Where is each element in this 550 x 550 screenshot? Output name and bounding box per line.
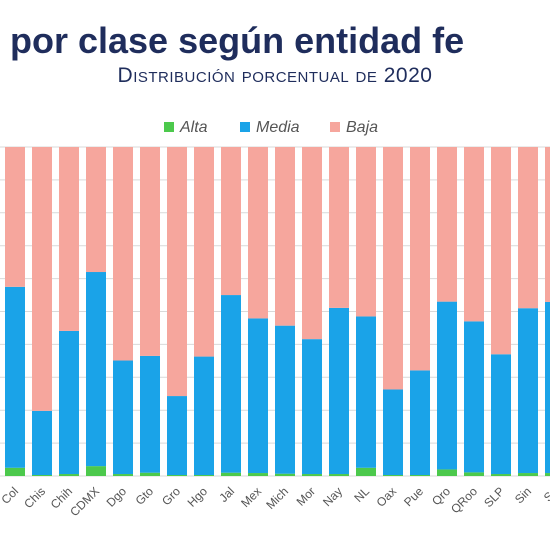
x-tick-label: Oax: [374, 484, 399, 509]
bar-media-so: [545, 301, 550, 474]
bar-alta-hgo: [194, 475, 214, 476]
bar-media-oax: [383, 389, 403, 476]
x-tick-label: Chis: [21, 484, 48, 511]
legend-label-alta: Alta: [179, 119, 208, 136]
bar-media-sin: [518, 308, 538, 474]
bar-baja-nl: [356, 147, 376, 317]
bar-baja-col: [5, 147, 25, 287]
bar-media-mex: [248, 318, 268, 474]
bar-alta-mich: [275, 473, 295, 476]
chart-title: por clase según entidad fe: [10, 20, 465, 61]
bars: [5, 147, 550, 476]
bar-alta-jal: [221, 472, 241, 476]
bar-alta-chis: [32, 475, 52, 476]
bar-alta-sin: [518, 473, 538, 476]
bar-alta-cdmx: [86, 466, 106, 476]
bar-baja-chih: [59, 147, 79, 331]
bar-media-chis: [32, 410, 52, 476]
x-tick-label: Mex: [238, 484, 264, 510]
bar-baja-cdmx: [86, 147, 106, 273]
bar-media-pue: [410, 370, 430, 476]
bar-baja-mor: [302, 147, 322, 340]
bar-media-slp: [491, 354, 511, 475]
x-tick-label: So: [541, 484, 550, 505]
bar-baja-mich: [275, 147, 295, 326]
bar-alta-chih: [59, 474, 79, 476]
chart-subtitle: Distribución porcentual de 2020: [117, 64, 433, 87]
bar-media-dgo: [113, 360, 133, 475]
bar-alta-qro: [437, 469, 457, 476]
x-tick-label: Pue: [401, 484, 426, 509]
bar-media-chih: [59, 330, 79, 475]
bar-baja-hgo: [194, 147, 214, 357]
bar-baja-slp: [491, 147, 511, 355]
bar-alta-nl: [356, 467, 376, 476]
x-tick-label: Mich: [263, 484, 291, 512]
legend-label-media: Media: [256, 119, 300, 136]
bar-alta-qroo: [464, 472, 484, 476]
x-tick-label: CDMX: [67, 484, 102, 519]
x-tick-label: SLP: [481, 484, 507, 510]
x-tick-label: Hgo: [185, 484, 211, 510]
bar-media-mor: [302, 339, 322, 475]
x-tick-label: QRoo: [448, 484, 480, 516]
bar-baja-chis: [32, 147, 52, 411]
bar-alta-slp: [491, 474, 511, 476]
bar-media-col: [5, 286, 25, 468]
bar-baja-dgo: [113, 147, 133, 361]
bar-alta-col: [5, 467, 25, 476]
legend-label-baja: Baja: [346, 119, 378, 136]
bar-media-qroo: [464, 321, 484, 473]
bar-media-qro: [437, 301, 457, 470]
bar-alta-gro: [167, 475, 187, 476]
x-tick-label: Gro: [159, 484, 183, 508]
bar-baja-nay: [329, 147, 349, 308]
bar-baja-gro: [167, 147, 187, 397]
x-tick-label: Mor: [294, 484, 319, 509]
bar-alta-gto: [140, 472, 160, 476]
bar-baja-sin: [518, 147, 538, 309]
bar-baja-jal: [221, 147, 241, 296]
bar-media-cdmx: [86, 272, 106, 467]
bar-media-hgo: [194, 356, 214, 476]
bar-alta-pue: [410, 475, 430, 476]
bar-alta-mex: [248, 473, 268, 476]
bar-baja-mex: [248, 147, 268, 319]
bar-media-jal: [221, 295, 241, 473]
bar-media-gro: [167, 396, 187, 476]
x-tick-label: Jal: [216, 484, 237, 505]
x-tick-label: Col: [0, 484, 21, 507]
x-tick-label: NL: [351, 484, 372, 505]
x-tick-label: Dgo: [104, 484, 130, 510]
bar-alta-mor: [302, 474, 322, 476]
bar-alta-so: [545, 473, 550, 476]
bar-alta-nay: [329, 474, 349, 476]
bar-baja-so: [545, 147, 550, 302]
bar-baja-qro: [437, 147, 457, 302]
x-tick-label: Sin: [512, 484, 534, 506]
bar-baja-oax: [383, 147, 403, 390]
x-tick-label: Gto: [133, 484, 157, 508]
bar-media-nl: [356, 316, 376, 468]
bar-media-gto: [140, 355, 160, 473]
bar-alta-oax: [383, 475, 403, 476]
legend-swatch-media: [240, 122, 250, 132]
bar-baja-pue: [410, 147, 430, 371]
bar-baja-qroo: [464, 147, 484, 322]
bar-media-nay: [329, 307, 349, 475]
legend: Alta Media Baja: [164, 119, 378, 136]
legend-swatch-alta: [164, 122, 174, 132]
x-tick-label: Nay: [320, 484, 345, 509]
bar-media-mich: [275, 325, 295, 474]
legend-swatch-baja: [330, 122, 340, 132]
bar-baja-gto: [140, 147, 160, 356]
bar-alta-dgo: [113, 474, 133, 476]
